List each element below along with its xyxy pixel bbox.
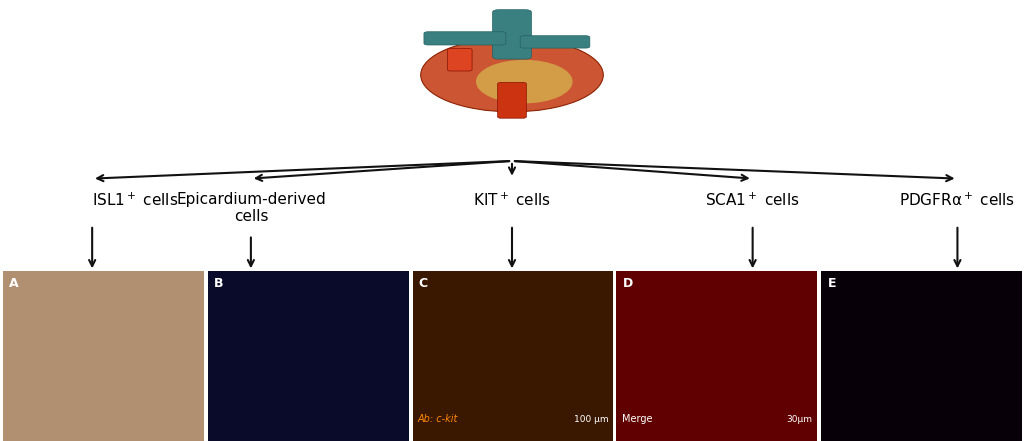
Ellipse shape [421,38,603,112]
FancyBboxPatch shape [3,271,204,441]
FancyBboxPatch shape [520,36,590,48]
Text: SCA1$^+$ cells: SCA1$^+$ cells [706,192,800,209]
Text: Merge: Merge [622,414,652,424]
Ellipse shape [476,60,572,103]
FancyBboxPatch shape [413,271,613,441]
Text: 100 μm: 100 μm [573,415,608,424]
FancyBboxPatch shape [493,10,531,59]
FancyBboxPatch shape [447,49,472,71]
FancyBboxPatch shape [616,271,817,441]
Text: B: B [214,277,223,289]
FancyBboxPatch shape [208,271,409,441]
FancyBboxPatch shape [424,32,506,45]
Text: KIT$^+$ cells: KIT$^+$ cells [473,192,551,209]
Text: D: D [623,277,633,289]
Text: 30μm: 30μm [786,415,812,424]
FancyBboxPatch shape [821,271,1022,441]
Text: Ab: c-kit: Ab: c-kit [418,414,458,424]
Text: PDGFRα$^+$ cells: PDGFRα$^+$ cells [899,192,1016,209]
Text: Epicardium-derived
cells: Epicardium-derived cells [176,192,326,224]
Text: A: A [9,277,18,289]
Text: E: E [827,277,836,289]
Text: ISL1$^+$ cells: ISL1$^+$ cells [92,192,178,209]
FancyBboxPatch shape [498,82,526,118]
Text: C: C [419,277,428,289]
